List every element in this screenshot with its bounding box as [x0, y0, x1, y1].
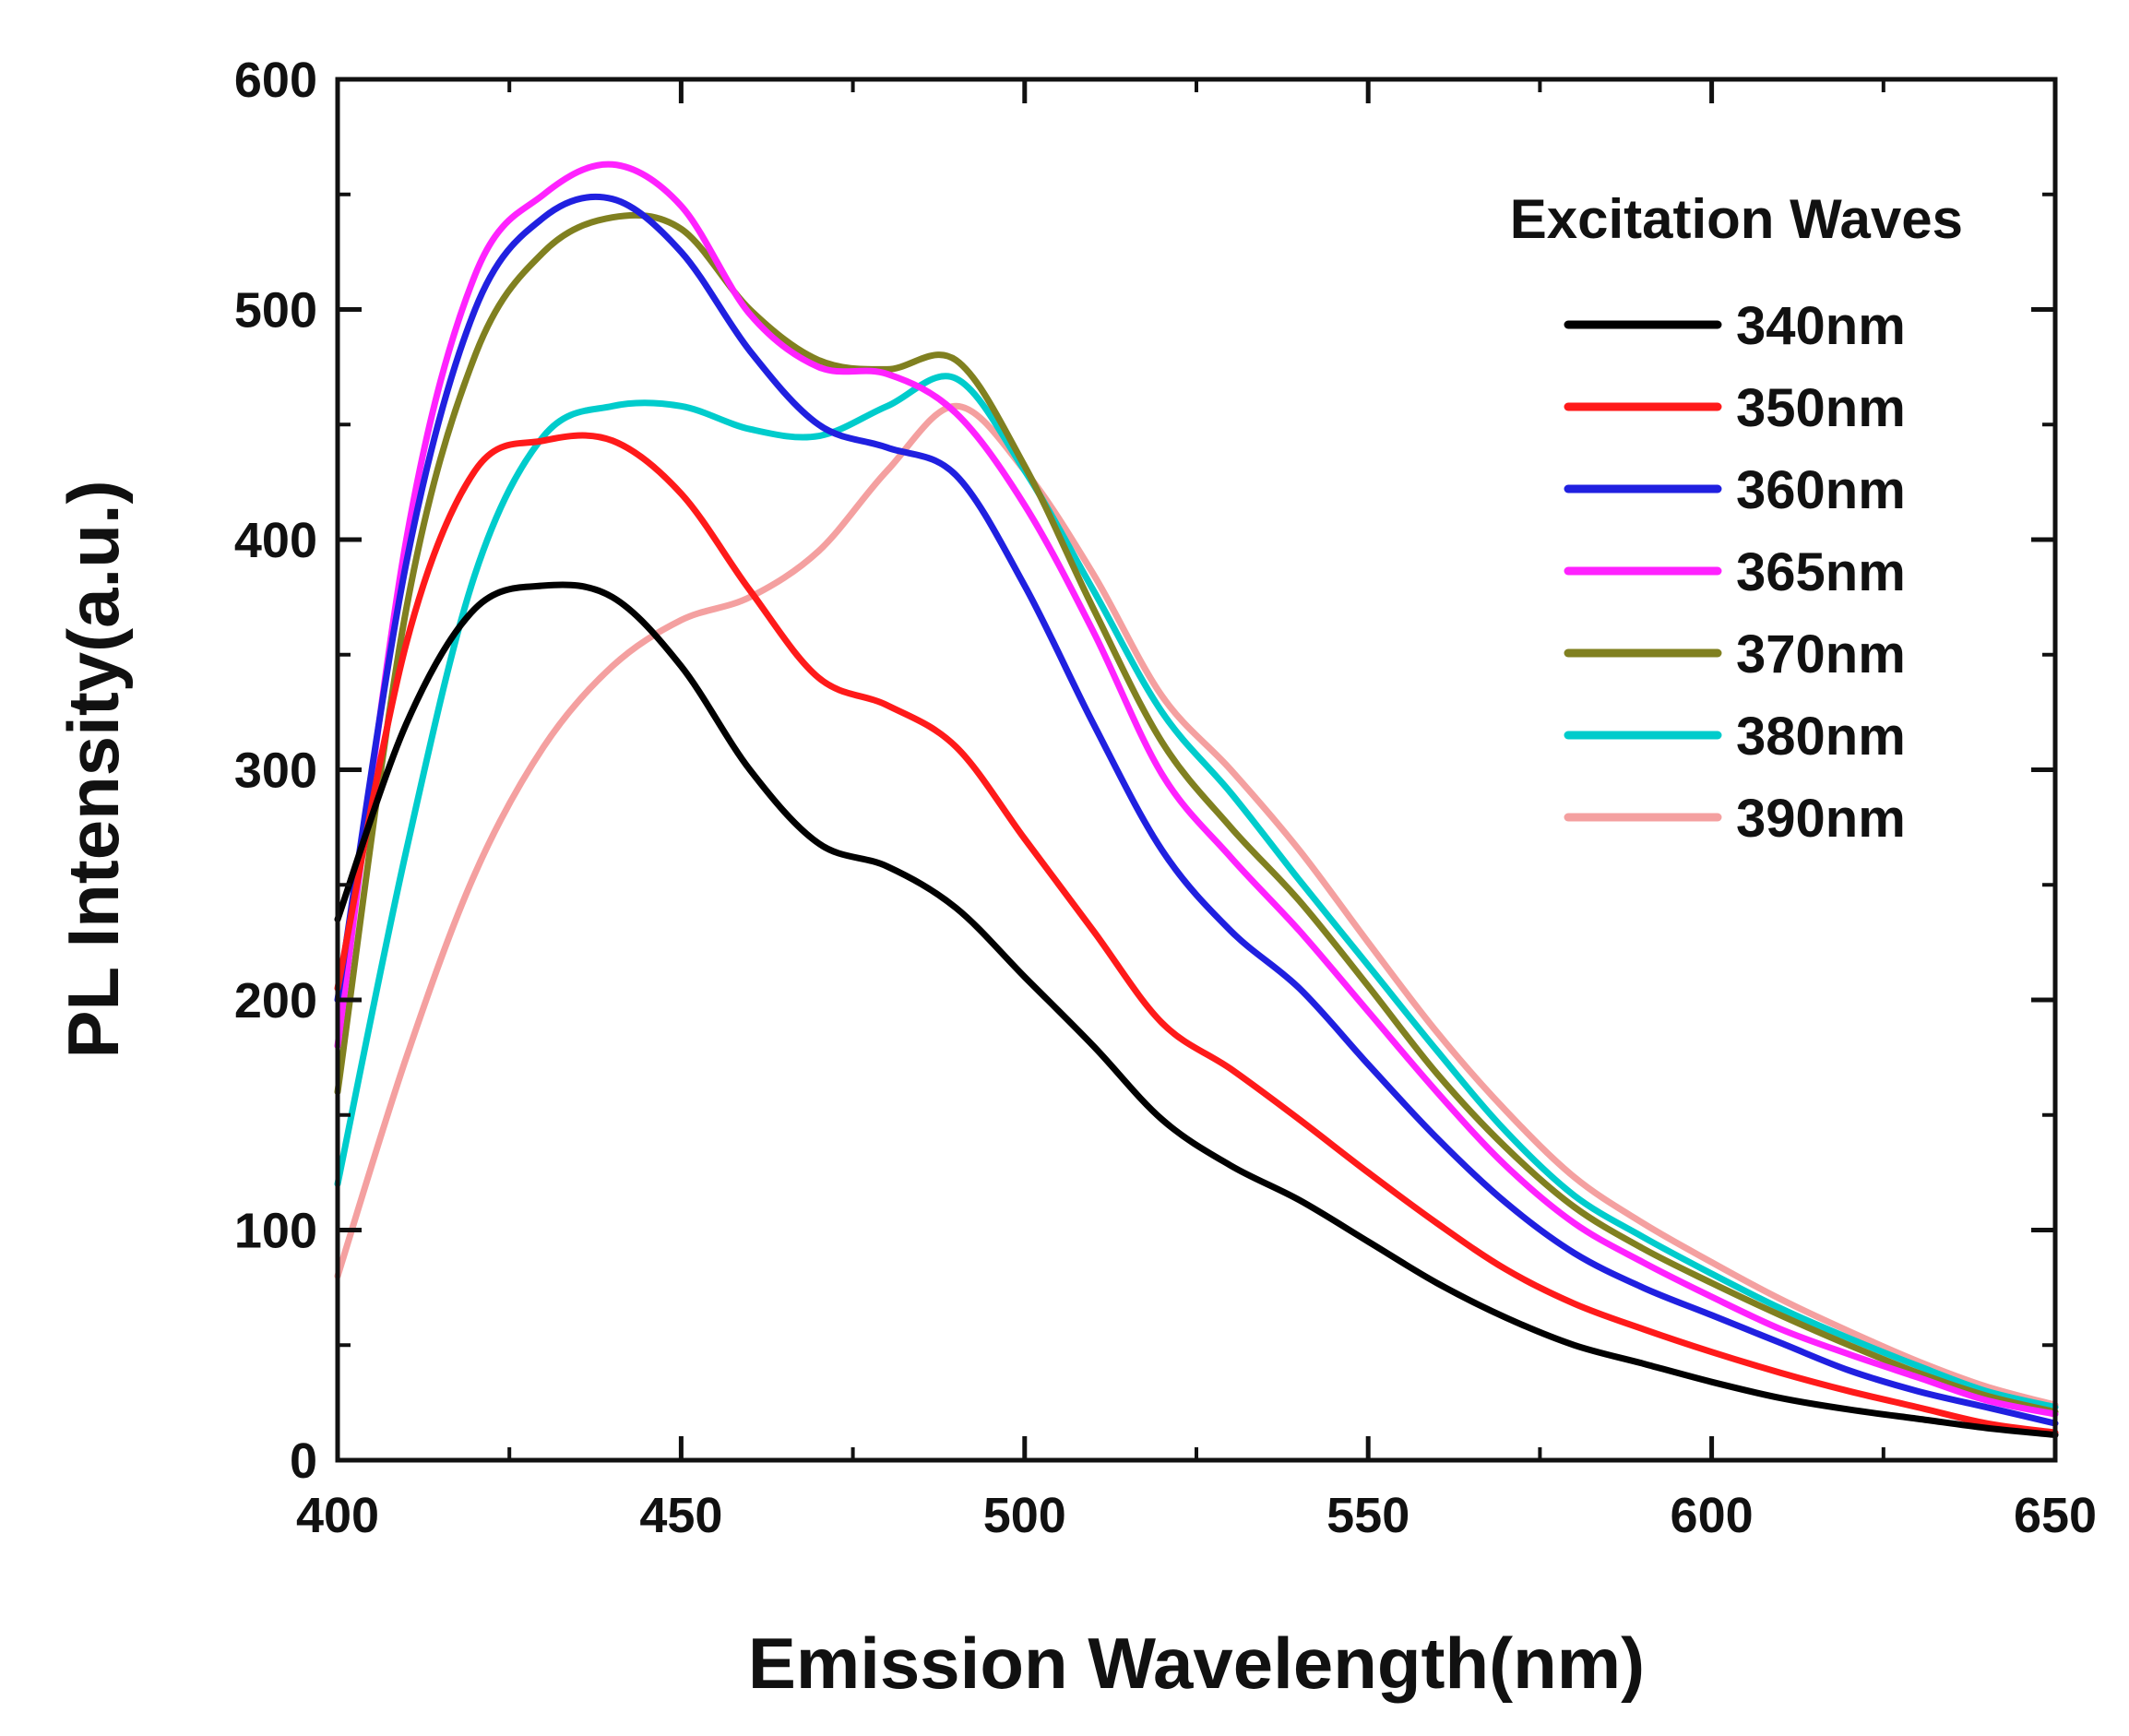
series-line-350nm [334, 432, 2059, 1436]
legend-label-380nm: 380nm [1736, 707, 1906, 767]
y-tick-label: 400 [234, 513, 317, 568]
legend-label-390nm: 390nm [1736, 789, 1906, 849]
series-line-340nm [334, 581, 2059, 1439]
legend-label-340nm: 340nm [1736, 296, 1906, 356]
x-tick-label: 550 [1326, 1488, 1409, 1543]
x-tick-label: 500 [983, 1488, 1066, 1543]
y-tick-label: 600 [234, 53, 317, 108]
plot-frame [335, 77, 2058, 1463]
y-tick-label: 0 [290, 1433, 317, 1489]
legend-label-370nm: 370nm [1736, 624, 1906, 684]
x-axis-title: Emission Wavelength(nm) [748, 1623, 1645, 1704]
x-tick-label: 400 [296, 1488, 379, 1543]
y-tick-label: 500 [234, 283, 317, 339]
series-line-360nm [334, 193, 2059, 1427]
series-line-370nm [334, 211, 2059, 1416]
x-tick-label: 600 [1671, 1488, 1754, 1543]
axis-ticks: 400 450 500 550 600 650 0 100 200 300 400 500 600 [234, 53, 2097, 1543]
y-axis-title: PL Intensity(a.u.) [53, 481, 134, 1059]
legend-label-365nm: 365nm [1736, 542, 1906, 602]
legend-title: Excitation Waves [1510, 188, 1963, 250]
x-tick-label: 650 [2014, 1488, 2097, 1543]
y-tick-label: 300 [234, 743, 317, 799]
legend-label-360nm: 360nm [1736, 460, 1906, 520]
series-line-390nm [334, 402, 2059, 1409]
series-curves [334, 161, 2059, 1439]
series-line-365nm [334, 161, 2059, 1418]
legend: Excitation Waves 340nm 350nm 360nm 365nm 370… [1510, 188, 1963, 849]
x-tick-label: 450 [639, 1488, 722, 1543]
legend-label-350nm: 350nm [1736, 378, 1906, 438]
y-tick-label: 200 [234, 973, 317, 1029]
y-tick-label: 100 [234, 1204, 317, 1259]
